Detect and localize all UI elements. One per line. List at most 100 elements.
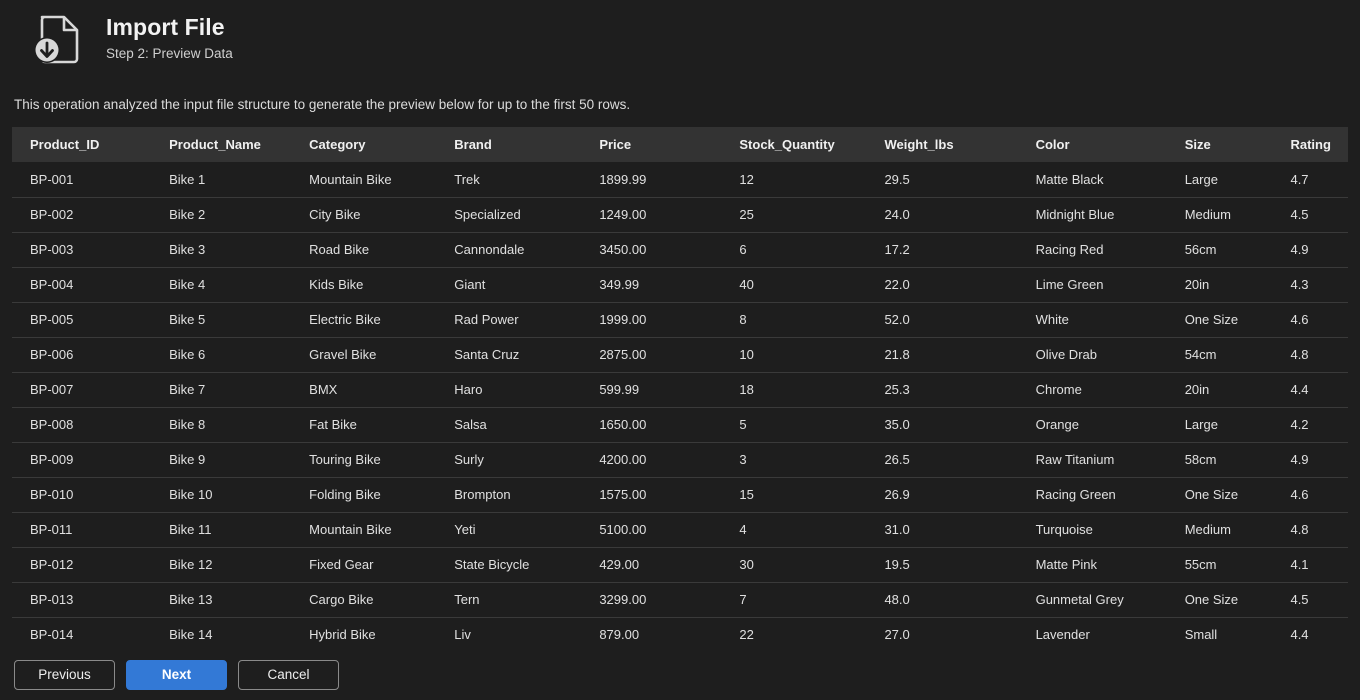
table-row[interactable]: BP-012 Bike 12 Fixed Gear State Bicycle 429.… [12, 546, 1348, 582]
cell-size: One Size [1178, 301, 1285, 337]
column-header-product-name[interactable]: Product_Name [169, 137, 261, 152]
cell-price: 1999.00 [593, 301, 734, 337]
cell-size: 20in [1178, 266, 1285, 302]
table-row[interactable]: BP-011 Bike 11 Mountain Bike Yeti 5100.00 4 31… [12, 511, 1348, 547]
cell-brand: Cannondale [448, 231, 594, 267]
cell-stock-quantity: 15 [733, 476, 879, 512]
cell-color: Racing Red [1029, 231, 1179, 267]
cell-brand: Santa Cruz [448, 336, 594, 372]
page-header: Import File Step 2: Preview Data [0, 0, 1360, 76]
cell-category: BMX [303, 371, 449, 407]
cell-brand: Giant [448, 266, 594, 302]
column-header-color[interactable]: Color [1035, 137, 1070, 152]
table-row[interactable]: BP-005 Bike 5 Electric Bike Rad Power 1999.0… [12, 301, 1348, 337]
cell-color: Matte Black [1035, 171, 1104, 187]
cell-size: Large [1184, 171, 1218, 187]
cell-product-id: BP-006 [12, 336, 164, 372]
cell-brand: Specialized [448, 196, 594, 232]
column-header-brand[interactable]: Brand [454, 137, 492, 152]
cell-color: Lime Green [1029, 266, 1179, 302]
cell-size: Medium [1178, 196, 1285, 232]
cell-category: Mountain Bike [309, 171, 392, 187]
column-header-weight-lbs[interactable]: Weight_lbs [884, 137, 954, 152]
cell-rating: 4.7 [1290, 171, 1309, 187]
table-row[interactable]: BP-001 Bike 1 Mountain Bike Trek 1899.99 12 29… [12, 162, 1348, 197]
cell-color: Midnight Blue [1029, 196, 1179, 232]
wizard-footer: Previous Next Cancel [0, 660, 1360, 690]
column-header-rating[interactable]: Rating [1290, 137, 1331, 152]
column-header-product-id[interactable]: Product_ID [30, 137, 100, 152]
header-text-block: Import File Step 2: Preview Data [106, 10, 233, 64]
cell-product-id: BP-008 [12, 406, 164, 442]
cell-color: Turquoise [1029, 511, 1179, 547]
cell-stock-quantity: 4 [733, 511, 879, 547]
cell-brand: Brompton [448, 476, 594, 512]
table-row[interactable]: BP-009 Bike 9 Touring Bike Surly 4200.00 3 26.… [12, 441, 1348, 477]
table-row[interactable]: BP-014 Bike 14 Hybrid Bike Liv 879.00 22 27.0 L… [12, 616, 1348, 652]
cell-rating: 4.2 [1284, 406, 1348, 442]
cell-price: 4200.00 [593, 441, 734, 477]
cell-rating: 4.3 [1284, 266, 1348, 302]
table-row[interactable]: BP-006 Bike 6 Gravel Bike Santa Cruz 2875.00… [12, 336, 1348, 372]
column-header-category[interactable]: Category [309, 137, 366, 152]
cell-brand: Liv [448, 616, 594, 652]
cell-price: 3299.00 [593, 581, 734, 617]
cell-rating: 4.6 [1284, 301, 1348, 337]
cell-category: Gravel Bike [303, 336, 449, 372]
cell-product-id: BP-002 [12, 196, 164, 232]
cancel-button[interactable]: Cancel [238, 660, 339, 690]
cell-weight-lbs: 52.0 [878, 301, 1030, 337]
cell-stock-quantity: 3 [733, 441, 879, 477]
cell-product-name: Bike 3 [163, 231, 304, 267]
table-row[interactable]: BP-007 Bike 7 BMX Haro 599.99 18 25.3 Chrome 20i… [12, 371, 1348, 407]
cell-product-id: BP-004 [12, 266, 164, 302]
cell-category: Touring Bike [303, 441, 449, 477]
cell-stock-quantity: 8 [733, 301, 879, 337]
cell-product-name: Bike 1 [169, 171, 206, 187]
cell-size: 54cm [1178, 336, 1285, 372]
cell-category: Kids Bike [303, 266, 449, 302]
cell-stock-quantity: 40 [733, 266, 879, 302]
cell-size: One Size [1178, 581, 1285, 617]
cell-product-name: Bike 12 [163, 546, 304, 582]
cell-weight-lbs: 19.5 [878, 546, 1030, 582]
page-step-subtitle: Step 2: Preview Data [106, 46, 233, 61]
table-row[interactable]: BP-004 Bike 4 Kids Bike Giant 349.99 40 22.0 Li… [12, 266, 1348, 302]
cell-rating: 4.8 [1284, 511, 1348, 547]
table-row[interactable]: BP-013 Bike 13 Cargo Bike Tern 3299.00 7 48.0 G… [12, 581, 1348, 617]
table-row[interactable]: BP-003 Bike 3 Road Bike Cannondale 3450.00 6 1… [12, 231, 1348, 267]
cell-brand: Surly [448, 441, 594, 477]
next-button[interactable]: Next [126, 660, 227, 690]
cell-size: Small [1178, 616, 1285, 652]
cell-rating: 4.6 [1284, 476, 1348, 512]
table-row[interactable]: BP-002 Bike 2 City Bike Specialized 1249.00 2… [12, 196, 1348, 232]
cell-weight-lbs: 26.5 [878, 441, 1030, 477]
column-header-size[interactable]: Size [1184, 137, 1211, 152]
cell-weight-lbs: 21.8 [878, 336, 1030, 372]
cell-rating: 4.9 [1284, 441, 1348, 477]
cell-size: Medium [1178, 511, 1285, 547]
cell-stock-quantity: 5 [733, 406, 879, 442]
table-row[interactable]: BP-010 Bike 10 Folding Bike Brompton 1575.00… [12, 476, 1348, 512]
cell-product-id: BP-010 [12, 476, 164, 512]
previous-button[interactable]: Previous [14, 660, 115, 690]
column-header-stock-quantity[interactable]: Stock_Quantity [739, 137, 835, 152]
column-header-price[interactable]: Price [599, 137, 632, 152]
cell-color: Raw Titanium [1029, 441, 1179, 477]
cell-product-name: Bike 9 [163, 441, 304, 477]
cell-stock-quantity: 7 [733, 581, 879, 617]
cell-weight-lbs: 24.0 [878, 196, 1030, 232]
cell-price: 1650.00 [593, 406, 734, 442]
file-download-icon [30, 12, 86, 68]
cell-product-id: BP-011 [12, 511, 164, 547]
cell-stock-quantity: 18 [733, 371, 879, 407]
cell-brand: Rad Power [448, 301, 594, 337]
cell-category: Fixed Gear [303, 546, 449, 582]
cell-color: Chrome [1029, 371, 1179, 407]
cell-price: 599.99 [593, 371, 734, 407]
table-row[interactable]: BP-008 Bike 8 Fat Bike Salsa 1650.00 5 35.0 Ora… [12, 406, 1348, 442]
page-title: Import File [106, 14, 225, 40]
cell-size: 56cm [1178, 231, 1285, 267]
cell-category: Electric Bike [303, 301, 449, 337]
cell-brand: Yeti [448, 511, 594, 547]
